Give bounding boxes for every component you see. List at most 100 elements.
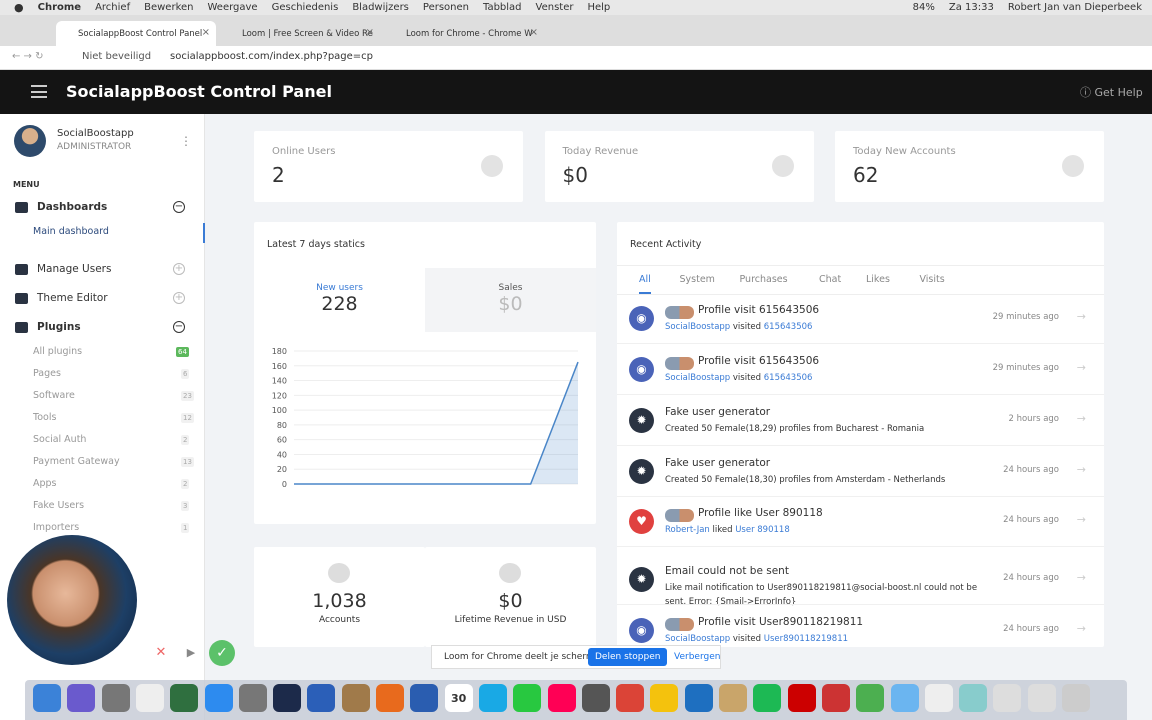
section-label[interactable]: Plugins	[37, 321, 81, 333]
tab-close[interactable]: ×	[365, 27, 374, 38]
activity-arrow[interactable]: →	[1076, 412, 1086, 425]
menu-link[interactable]: Main dashboard	[33, 226, 109, 237]
dock-icon[interactable]	[993, 684, 1022, 712]
loom-hide[interactable]: Verbergen	[674, 652, 721, 662]
menu-item[interactable]: Bladwijzers	[352, 2, 409, 13]
help[interactable]: ⓘ Get Help	[1080, 86, 1143, 99]
dock-icon[interactable]	[821, 684, 850, 712]
app-name[interactable]: Chrome	[37, 2, 82, 13]
activity-tab[interactable]: All	[639, 274, 651, 294]
dock-icon[interactable]	[719, 684, 747, 712]
apple[interactable]: ●	[14, 1, 24, 14]
section-toggle[interactable]: −	[173, 321, 185, 333]
dock-icon[interactable]	[410, 684, 439, 712]
menu-link[interactable]: All plugins	[33, 346, 83, 357]
statics-tab[interactable]: New users 228	[254, 268, 425, 332]
user[interactable]: Robert Jan van Dieperbeek	[1007, 2, 1142, 13]
dock-icon[interactable]	[581, 684, 610, 712]
dock-icon[interactable]	[753, 684, 782, 712]
menu-link[interactable]: Pages	[33, 368, 61, 379]
browser-tab[interactable]: Loom for Chrome - Chrome W ×	[384, 21, 544, 46]
menu-item[interactable]: Geschiedenis	[271, 2, 339, 13]
dock-icon[interactable]	[959, 684, 988, 712]
target-link[interactable]: 615643506	[763, 322, 813, 332]
dock-icon[interactable]	[101, 684, 130, 712]
dock-icon[interactable]	[478, 684, 507, 712]
dock-icon[interactable]	[273, 684, 302, 712]
url[interactable]: socialappboost.com/index.php?page=cp	[170, 51, 374, 62]
dock-icon[interactable]: 30	[444, 684, 473, 712]
activity-tab[interactable]: System	[679, 274, 715, 285]
menu-item[interactable]: Venster	[535, 2, 574, 13]
activity-arrow[interactable]: →	[1076, 622, 1086, 635]
activity-tab[interactable]: Chat	[819, 274, 842, 285]
section-toggle[interactable]: +	[173, 292, 185, 304]
dock-icon[interactable]	[890, 684, 919, 712]
actor-link[interactable]: SocialBoostapp	[665, 634, 731, 644]
target-link[interactable]: User890118219811	[763, 634, 849, 644]
dock-icon[interactable]	[238, 684, 267, 712]
tab-close[interactable]: ×	[201, 27, 210, 38]
menu-link[interactable]: Apps	[33, 478, 57, 489]
help-label[interactable]: Get Help	[1094, 86, 1143, 99]
menu-item[interactable]: Help	[587, 2, 611, 13]
dock-icon[interactable]	[650, 684, 679, 712]
dock-icon[interactable]	[616, 684, 645, 712]
activity-arrow[interactable]: →	[1076, 513, 1086, 526]
activity-arrow[interactable]: →	[1076, 310, 1086, 323]
section-toggle[interactable]: −	[173, 201, 185, 213]
target-link[interactable]: 615643506	[763, 373, 813, 383]
dock-icon[interactable]	[1062, 684, 1090, 712]
activity-arrow[interactable]: →	[1076, 361, 1086, 374]
section-label[interactable]: Manage Users	[37, 263, 112, 275]
menu-item[interactable]: Bewerken	[144, 2, 194, 13]
section-label[interactable]: Dashboards	[37, 201, 108, 213]
activity-arrow[interactable]: →	[1076, 571, 1086, 584]
dock-icon[interactable]	[67, 684, 96, 712]
dock-icon[interactable]	[170, 684, 199, 712]
target-link[interactable]: User 890118	[735, 525, 790, 535]
menu-link[interactable]: Tools	[33, 412, 57, 423]
menu-item[interactable]: Archief	[95, 2, 131, 13]
dock-icon[interactable]	[376, 684, 404, 712]
menu-link[interactable]: Payment Gateway	[33, 456, 120, 467]
browser-tab[interactable]: Loom | Free Screen & Video Re ×	[220, 21, 380, 46]
dock-icon[interactable]	[307, 684, 336, 712]
menu-link[interactable]: Importers	[33, 522, 80, 533]
dock-icon[interactable]	[1027, 684, 1056, 712]
menu-link[interactable]: Social Auth	[33, 434, 87, 445]
dock-icon[interactable]	[547, 684, 576, 712]
actor-link[interactable]: Robert-Jan	[665, 525, 710, 535]
activity-arrow[interactable]: →	[1076, 463, 1086, 476]
dock-icon[interactable]	[33, 684, 61, 712]
menu-toggle[interactable]	[31, 85, 47, 98]
dock-icon[interactable]	[924, 684, 953, 712]
loom-stop[interactable]: Delen stoppen	[588, 648, 668, 666]
tab-close[interactable]: ×	[529, 27, 538, 38]
section-toggle[interactable]: +	[173, 263, 185, 275]
statics-tab[interactable]: Sales $0	[425, 268, 596, 332]
security[interactable]: Niet beveiligd	[82, 51, 152, 62]
activity-tab[interactable]: Likes	[866, 274, 890, 285]
section-label[interactable]: Theme Editor	[37, 292, 108, 304]
loom-pause[interactable]: ▶	[180, 642, 202, 664]
browser-tab[interactable]: SocialappBoost Control Panel ×	[56, 21, 216, 46]
dock-icon[interactable]	[135, 684, 164, 712]
activity-tab[interactable]: Purchases	[739, 274, 788, 285]
dock-icon[interactable]	[204, 684, 233, 712]
dock-icon[interactable]	[684, 684, 713, 712]
actor-link[interactable]: SocialBoostapp	[665, 373, 731, 383]
actor-link[interactable]: SocialBoostapp	[665, 322, 731, 332]
dock-icon[interactable]	[513, 684, 542, 712]
dock-icon[interactable]	[787, 684, 816, 712]
menu-item[interactable]: Weergave	[207, 2, 258, 13]
menu-link[interactable]: Software	[33, 390, 75, 401]
menu-item[interactable]: Personen	[422, 2, 469, 13]
user-options[interactable]: ⋮	[180, 134, 192, 148]
dock-icon[interactable]	[341, 684, 370, 712]
loom-cancel[interactable]: ✕	[150, 642, 172, 664]
loom-done[interactable]: ✓	[209, 640, 235, 666]
activity-tab[interactable]: Visits	[919, 274, 945, 285]
menu-item[interactable]: Tabblad	[482, 2, 522, 13]
menu-link[interactable]: Fake Users	[33, 500, 85, 511]
